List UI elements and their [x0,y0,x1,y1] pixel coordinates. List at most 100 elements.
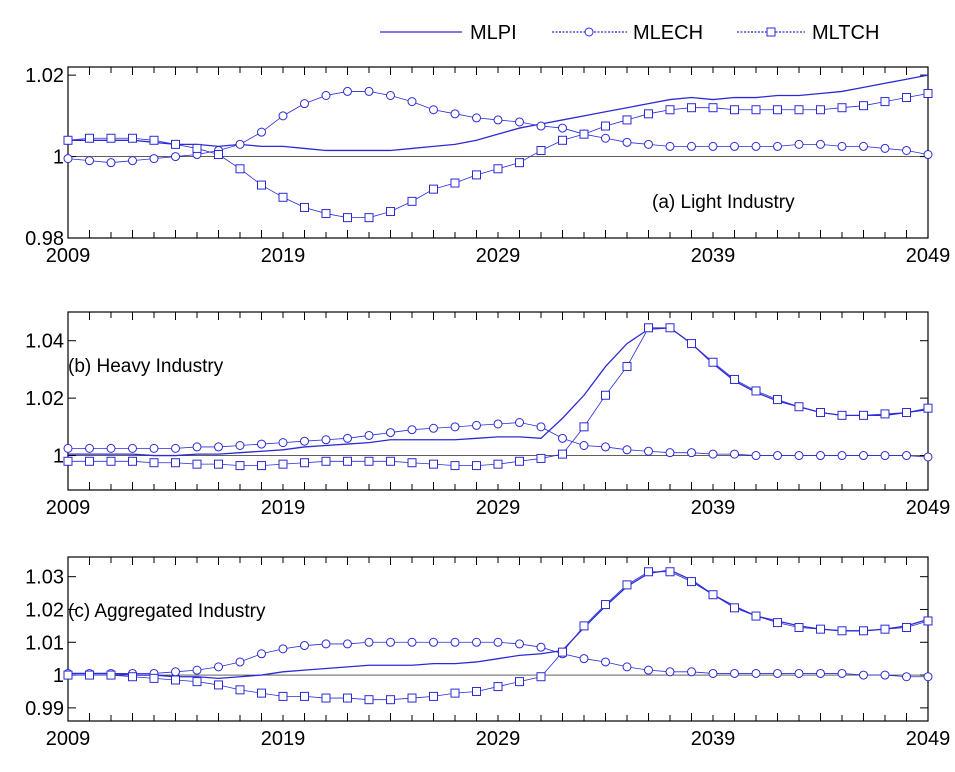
data-point-mlech [149,443,159,453]
legend-marker-circle [584,27,594,37]
x-tick-label: 2039 [691,497,736,519]
data-point-mltch [85,133,94,143]
data-point-mlech [192,665,202,675]
data-point-mlech [407,425,417,435]
data-point-mlech [63,443,73,453]
data-point-mlech [644,446,653,456]
data-point-mlech [794,668,804,678]
data-point-mltch [85,670,94,680]
data-point-mltch [708,357,718,367]
data-point-mlech [794,451,804,461]
data-point-mltch [300,458,309,468]
data-point-mlech [214,442,223,452]
data-point-mlech [450,109,460,119]
data-point-mlech [859,451,868,461]
x-tick-label: 2009 [46,497,91,519]
data-point-mltch [837,626,847,636]
data-point-mlech [644,665,653,675]
data-point-mltch [278,691,288,701]
data-point-mlech [171,667,180,677]
data-point-mlech [171,443,180,453]
y-tick-label: 1 [53,147,64,169]
data-point-mltch [128,672,137,682]
x-tick-label: 2039 [691,245,736,267]
legend: MLPI MLECH MLTCH [380,22,879,44]
data-point-mlech [773,141,782,151]
data-point-mlech [923,452,933,462]
legend-label: MLTCH [812,22,879,44]
x-tick-label: 2049 [906,245,951,267]
data-point-mlech [278,644,288,654]
data-point-mlech [257,127,266,137]
data-point-mltch [730,374,739,384]
data-point-mlech [622,445,632,455]
data-point-mltch [214,150,223,160]
data-point-mltch [816,105,825,115]
data-point-mltch [321,456,331,466]
data-point-mltch [63,670,73,680]
data-point-mlech [902,145,911,155]
x-tick-label: 2019 [261,245,306,267]
data-point-mlech [429,105,438,115]
data-point-mltch [407,196,417,206]
data-point-mltch [472,170,481,180]
data-point-mltch [364,695,374,705]
y-tick-label: 1.03 [25,567,64,589]
data-point-mlech [601,442,610,452]
data-point-mltch [708,590,718,600]
data-point-mlech [235,441,245,450]
data-point-mltch [837,103,847,113]
data-point-mlech [687,667,696,677]
data-point-mlech [128,156,137,166]
data-point-mlech [730,449,739,459]
data-point-mltch [558,449,567,459]
data-point-mltch [149,673,159,683]
data-point-mltch [235,164,245,174]
y-tick-label: 1 [53,446,64,468]
data-point-mlech [386,428,395,438]
data-point-mlech [149,154,159,164]
series-line-mlpi [68,327,929,457]
data-point-mltch [601,390,610,400]
data-point-mlech [235,657,245,667]
data-point-mltch [730,603,739,613]
data-point-mltch [106,456,116,466]
data-point-mlech [343,433,352,443]
data-point-mltch [149,458,159,468]
data-point-mlech [321,639,331,649]
panel-title: (c) Aggregated Industry [68,601,266,622]
data-point-mltch [515,677,524,687]
data-point-mlech [536,422,546,432]
x-tick-label: 2009 [46,245,91,267]
data-point-mltch [794,105,804,115]
data-point-mltch [85,456,94,466]
data-point-mlech [472,420,481,430]
data-point-mltch [708,103,718,113]
data-point-mltch [171,139,180,149]
data-point-mltch [407,693,417,703]
data-point-mltch [880,97,890,107]
data-point-mlech [128,443,137,453]
legend-item-mlpi: MLPI [380,22,517,44]
data-point-mltch [622,580,632,590]
data-point-mlech [579,654,589,664]
data-point-mltch [192,677,202,687]
data-point-mlech [859,141,868,151]
data-point-mltch [149,135,159,145]
data-point-mltch [923,616,933,626]
data-point-mltch [558,135,567,145]
data-point-mlech [214,662,223,672]
data-point-mltch [343,456,352,466]
panel-title: (a) Light Industry [652,192,795,213]
data-point-mlech [665,667,675,677]
data-point-mltch [773,105,782,115]
data-point-mlech [816,668,825,678]
x-tick-label: 2039 [691,728,736,750]
data-point-mlech [85,443,94,453]
data-point-mltch [321,693,331,703]
y-tick-label: 0.98 [25,228,64,250]
data-point-mlech [794,139,804,149]
data-point-mlech [235,139,245,149]
data-point-mltch [837,410,847,420]
data-point-mlech [515,117,524,127]
